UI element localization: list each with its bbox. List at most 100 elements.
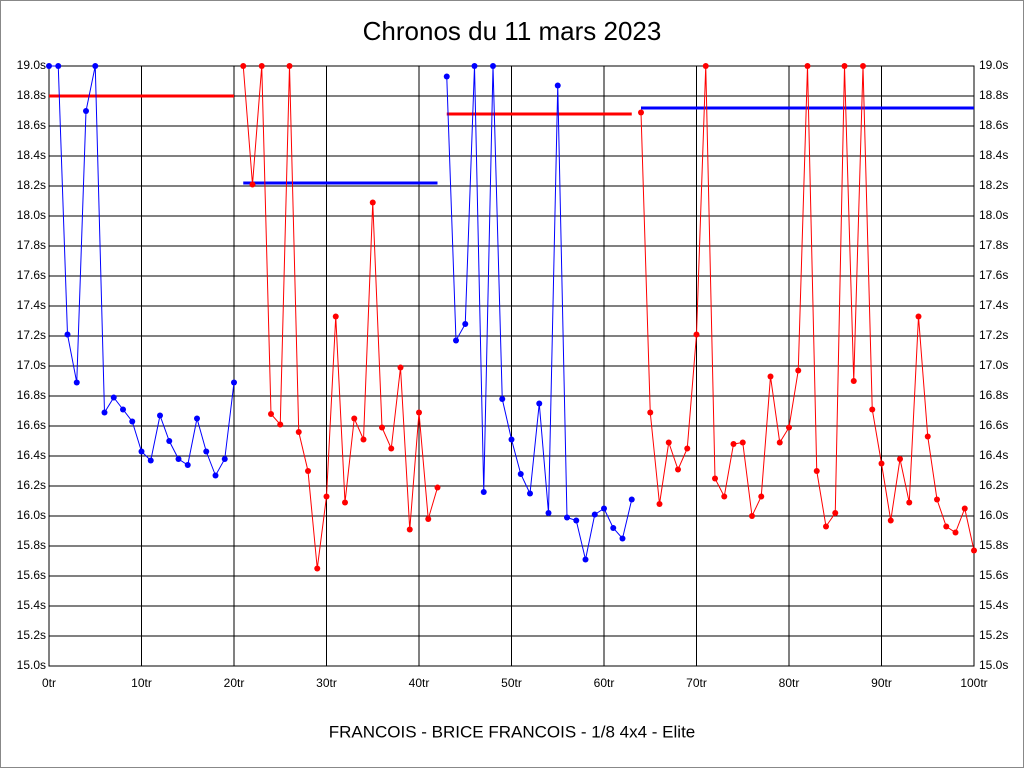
- series-line: [242, 65, 438, 569]
- data-point: [46, 63, 52, 69]
- data-point: [129, 418, 136, 425]
- x-tick-label: 40tr: [409, 676, 430, 690]
- data-point: [397, 364, 404, 371]
- data-point: [175, 456, 182, 462]
- data-point: [758, 493, 765, 500]
- data-point: [416, 409, 422, 416]
- data-point: [268, 411, 274, 417]
- y-tick-label-right: 16.6s: [979, 418, 1008, 432]
- data-point: [332, 313, 339, 320]
- data-point: [804, 63, 811, 69]
- y-tick-label-right: 15.0s: [979, 658, 1008, 672]
- x-tick-label: 60tr: [594, 676, 615, 690]
- data-point: [832, 510, 839, 516]
- y-tick-label-right: 18.4s: [979, 148, 1008, 162]
- y-tick-label: 16.6s: [17, 418, 46, 432]
- y-tick-label: 15.4s: [17, 598, 46, 612]
- data-point: [971, 547, 977, 554]
- x-tick-label: 30tr: [316, 676, 337, 690]
- data-point: [952, 529, 959, 536]
- data-point: [453, 337, 459, 344]
- data-point: [628, 496, 635, 503]
- x-tick-label: 100tr: [960, 676, 987, 690]
- data-point: [73, 379, 80, 386]
- y-tick-label-right: 16.0s: [979, 508, 1008, 522]
- data-point: [527, 490, 533, 497]
- y-tick-label-right: 17.6s: [979, 268, 1008, 282]
- data-point: [249, 181, 256, 188]
- data-point: [869, 406, 876, 413]
- data-point: [499, 396, 506, 402]
- data-point: [564, 514, 570, 521]
- data-point: [295, 429, 302, 435]
- y-tick-label-right: 17.4s: [979, 298, 1008, 312]
- data-point: [610, 525, 617, 531]
- data-point: [517, 471, 524, 477]
- data-point: [434, 484, 441, 491]
- y-tick-label-right: 15.8s: [979, 538, 1008, 552]
- data-point: [212, 472, 219, 479]
- data-point: [638, 109, 644, 116]
- y-tick-label-right: 15.4s: [979, 598, 1008, 612]
- data-point: [897, 456, 903, 462]
- plot-border: [48, 65, 975, 667]
- data-point: [462, 321, 469, 327]
- data-point: [795, 367, 802, 374]
- data-point: [351, 415, 358, 422]
- data-point: [776, 439, 783, 446]
- y-tick-label-right: 17.2s: [979, 328, 1008, 342]
- y-tick-label: 15.0s: [17, 658, 46, 672]
- data-point: [841, 63, 848, 69]
- data-point: [545, 510, 552, 516]
- y-tick-label: 17.2s: [17, 328, 46, 342]
- y-tick-label: 18.8s: [17, 88, 46, 102]
- data-point: [943, 523, 950, 530]
- data-point: [101, 409, 108, 416]
- data-point: [379, 424, 385, 431]
- data-point: [647, 409, 654, 416]
- data-point: [184, 462, 191, 468]
- data-point: [221, 456, 228, 462]
- y-tick-label-right: 17.8s: [979, 238, 1008, 252]
- y-tick-label: 16.0s: [17, 508, 46, 522]
- data-point: [684, 445, 691, 452]
- x-tick-label: 90tr: [871, 676, 892, 690]
- data-point: [240, 63, 247, 69]
- data-point: [425, 516, 432, 522]
- y-tick-label: 15.2s: [17, 628, 46, 642]
- data-point: [573, 517, 580, 524]
- data-point: [508, 436, 515, 443]
- data-point: [915, 313, 922, 320]
- data-point: [277, 421, 284, 428]
- data-point: [536, 400, 543, 407]
- y-tick-label-right: 15.2s: [979, 628, 1008, 642]
- y-tick-label: 17.8s: [17, 238, 46, 252]
- x-tick-label: 70tr: [686, 676, 707, 690]
- y-tick-label: 18.4s: [17, 148, 46, 162]
- data-point: [582, 556, 589, 563]
- data-point: [166, 438, 173, 444]
- y-tick-label-right: 18.0s: [979, 208, 1008, 222]
- y-tick-label-right: 15.6s: [979, 568, 1008, 582]
- data-point: [702, 63, 709, 69]
- data-point: [490, 63, 496, 69]
- data-point: [388, 445, 395, 452]
- data-point: [120, 406, 126, 413]
- data-point: [554, 82, 561, 89]
- data-point: [601, 505, 607, 512]
- y-tick-label-right: 16.8s: [979, 388, 1008, 402]
- data-point: [323, 493, 330, 500]
- data-point: [305, 468, 311, 474]
- y-tick-label-right: 16.4s: [979, 448, 1008, 462]
- data-point: [471, 63, 478, 69]
- data-point: [231, 379, 237, 386]
- y-tick-label: 19.0s: [17, 58, 46, 72]
- data-point: [314, 565, 321, 572]
- data-point: [138, 448, 145, 455]
- y-tick-label: 17.0s: [17, 358, 46, 372]
- y-tick-label: 18.2s: [17, 178, 46, 192]
- data-point: [823, 523, 829, 530]
- y-tick-label: 18.0s: [17, 208, 46, 222]
- data-point: [147, 457, 154, 464]
- x-tick-label: 10tr: [131, 676, 152, 690]
